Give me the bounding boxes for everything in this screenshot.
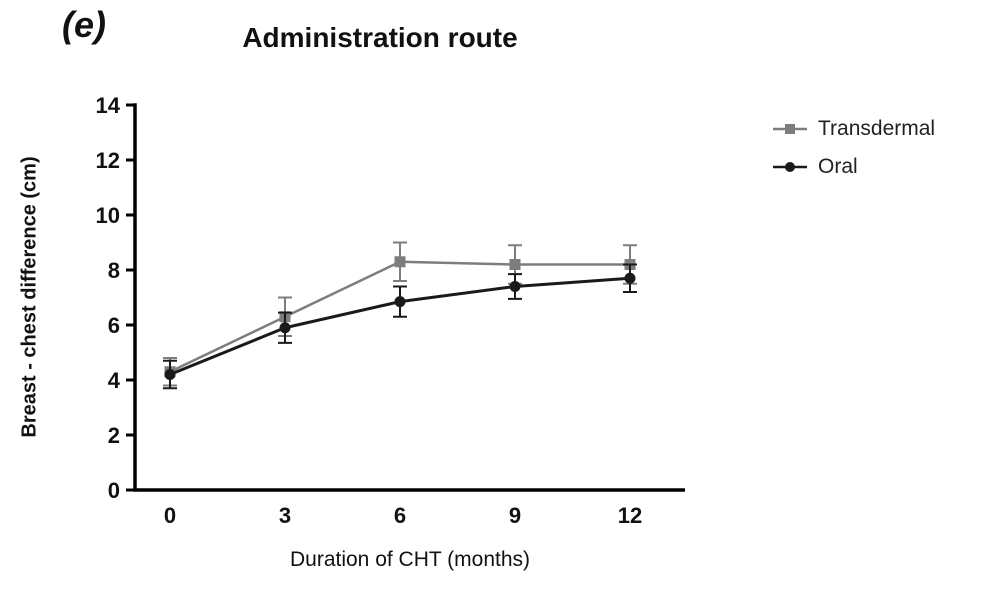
svg-text:12: 12 — [618, 503, 642, 528]
svg-text:6: 6 — [394, 503, 406, 528]
svg-text:3: 3 — [279, 503, 291, 528]
svg-text:2: 2 — [108, 423, 120, 448]
square-marker-icon — [773, 124, 807, 134]
svg-text:8: 8 — [108, 258, 120, 283]
circle-marker-icon — [773, 162, 807, 172]
svg-text:12: 12 — [96, 148, 120, 173]
panel-label: (e) — [62, 4, 106, 45]
svg-text:0: 0 — [164, 503, 176, 528]
svg-text:0: 0 — [108, 478, 120, 503]
chart-title: Administration route — [242, 22, 518, 53]
legend-label: Oral — [818, 155, 858, 178]
svg-text:14: 14 — [96, 93, 121, 118]
legend-item-oral: Oral — [772, 155, 935, 178]
svg-text:4: 4 — [108, 368, 121, 393]
svg-text:10: 10 — [96, 203, 120, 228]
svg-text:9: 9 — [509, 503, 521, 528]
svg-text:6: 6 — [108, 313, 120, 338]
legend-label: Transdermal — [818, 117, 936, 140]
chart-legend: Transdermal Oral — [772, 117, 936, 194]
legend-item-transdermal: Transdermal — [772, 117, 936, 140]
x-axis-label: Duration of CHT (months) — [289, 548, 531, 571]
